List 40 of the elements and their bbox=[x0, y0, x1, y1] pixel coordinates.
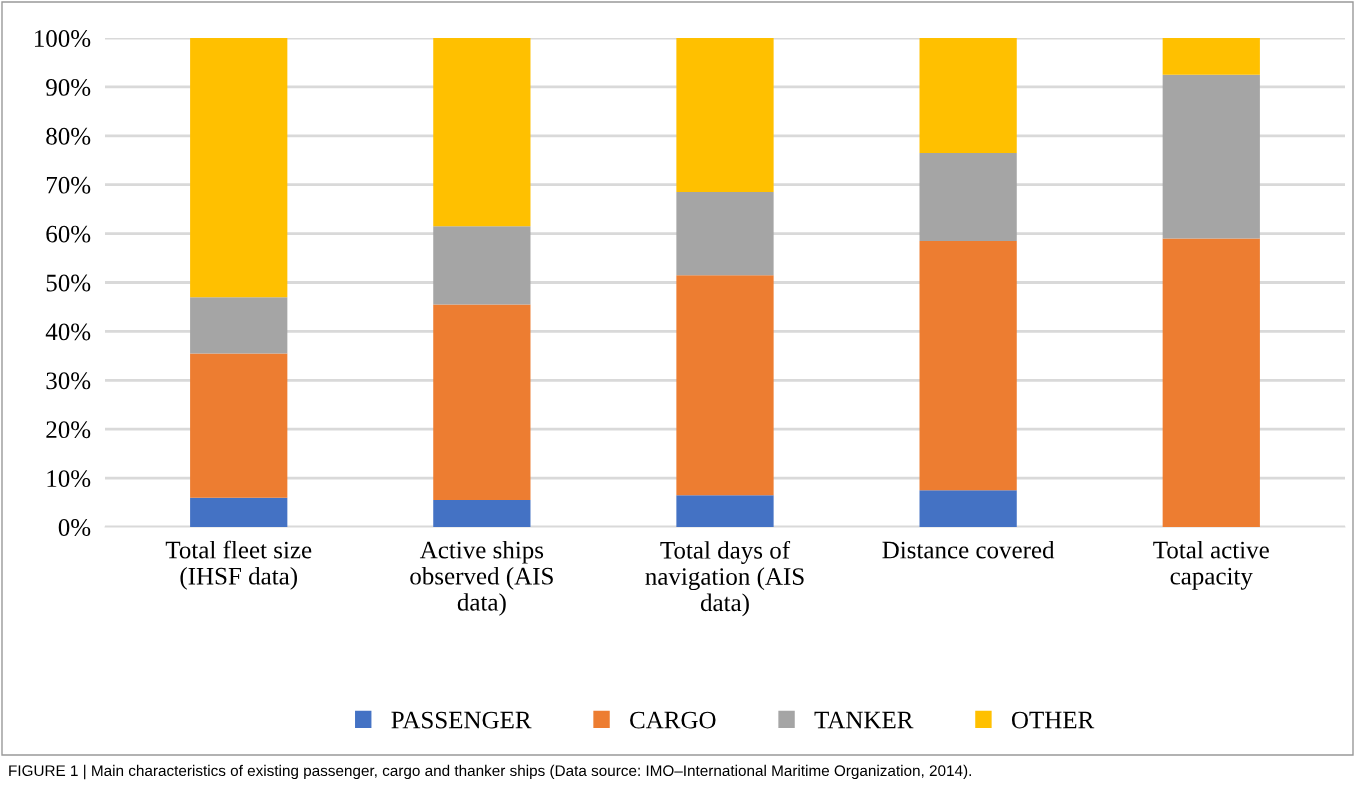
x-tick-label: Active ships observed (AIS data) bbox=[410, 540, 553, 616]
bar bbox=[676, 495, 774, 527]
bar bbox=[676, 275, 774, 496]
y-tick-label: 20% bbox=[46, 421, 91, 439]
x-tick-label: Total active capacity bbox=[1153, 540, 1269, 590]
legend-label: TANKER bbox=[814, 711, 914, 729]
bar bbox=[919, 240, 1017, 491]
y-tick-label: 100% bbox=[34, 30, 91, 47]
y-tick-label: 80% bbox=[46, 127, 91, 145]
y-tick-label: 60% bbox=[46, 225, 91, 243]
bar bbox=[919, 490, 1017, 527]
bar bbox=[433, 304, 531, 501]
bar bbox=[433, 226, 531, 305]
bar bbox=[190, 297, 288, 354]
legend-label: CARGO bbox=[630, 711, 716, 729]
x-tick-label: Distance covered bbox=[882, 540, 1055, 559]
y-tick-label: 40% bbox=[45, 323, 91, 341]
y-tick-label: 0% bbox=[58, 519, 91, 536]
bar bbox=[433, 500, 531, 527]
bar bbox=[1162, 38, 1260, 75]
legend-label: OTHER bbox=[1011, 711, 1095, 729]
bar bbox=[190, 497, 288, 527]
y-tick-label: 70% bbox=[46, 176, 91, 194]
bar bbox=[1162, 238, 1260, 527]
y-tick-label: 10% bbox=[47, 470, 91, 488]
bar bbox=[433, 38, 531, 227]
x-tick-label: Total days of navigation (AIS data) bbox=[645, 540, 804, 617]
bar bbox=[676, 38, 774, 193]
bar bbox=[1162, 74, 1260, 239]
caption: FIGURE 1 | Main characteristics of existing passenger, cargo and thanker ships (Data source: IMO–International Maritime Organization, 2014). bbox=[9, 764, 971, 780]
bar bbox=[919, 38, 1017, 153]
bar bbox=[190, 353, 288, 498]
y-tick-label: 30% bbox=[46, 372, 91, 390]
legend-label: PASSENGER bbox=[391, 711, 532, 729]
bar bbox=[919, 152, 1017, 241]
y-tick-label: 90% bbox=[46, 78, 91, 96]
x-tick-label: Total fleet size (IHSF data) bbox=[165, 540, 312, 590]
bar bbox=[190, 38, 288, 298]
bar bbox=[676, 192, 774, 276]
y-tick-label: 50% bbox=[46, 274, 91, 292]
